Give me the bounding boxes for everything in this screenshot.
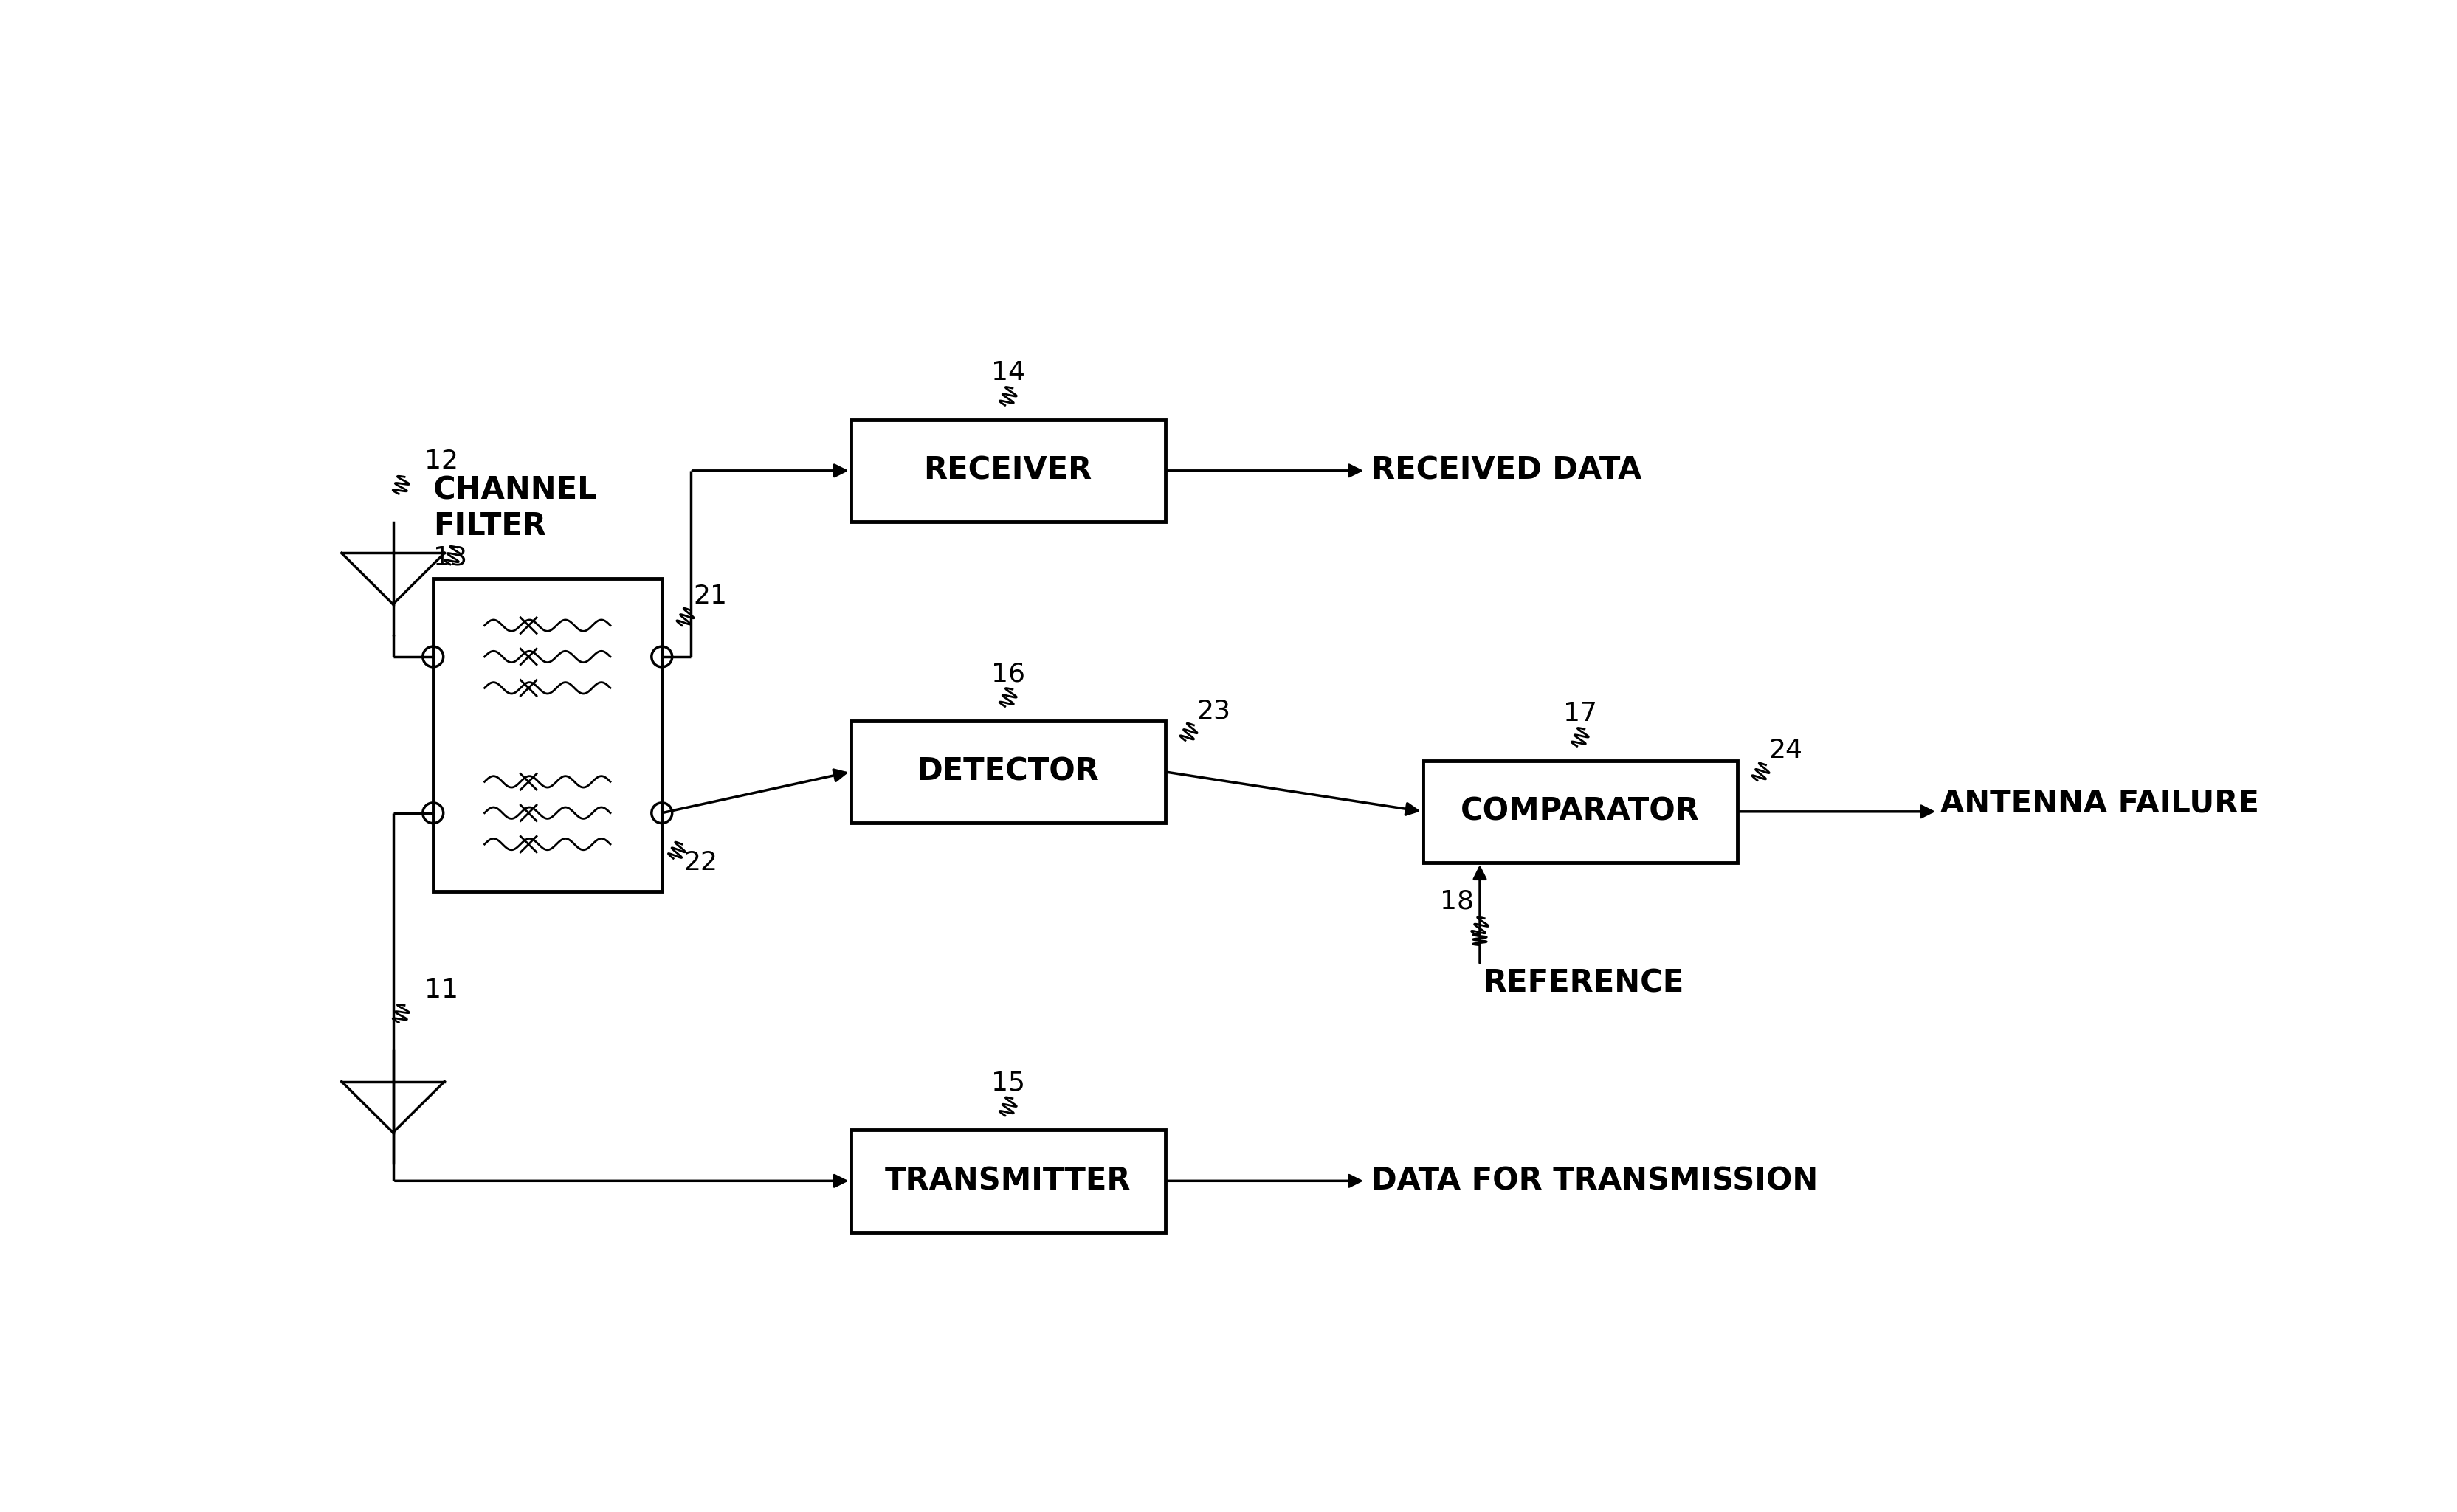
Text: RECEIVER: RECEIVER [924, 455, 1091, 487]
Bar [850, 1129, 1165, 1232]
Bar [432, 579, 661, 891]
Bar [850, 419, 1165, 522]
Bar [1423, 761, 1737, 863]
Text: DATA FOR TRANSMISSION: DATA FOR TRANSMISSION [1371, 1166, 1818, 1196]
Text: 24: 24 [1769, 738, 1801, 764]
Text: 14: 14 [990, 360, 1025, 386]
Text: REFERENCE: REFERENCE [1482, 968, 1683, 999]
Text: 17: 17 [1563, 702, 1597, 726]
Text: 13: 13 [432, 544, 467, 570]
Text: TRANSMITTER: TRANSMITTER [885, 1166, 1130, 1196]
Text: DETECTOR: DETECTOR [916, 756, 1098, 788]
Text: 15: 15 [990, 1070, 1025, 1096]
Text: 16: 16 [990, 661, 1025, 686]
Text: RECEIVED DATA: RECEIVED DATA [1371, 455, 1641, 487]
Text: 21: 21 [693, 584, 727, 608]
Text: 23: 23 [1197, 699, 1231, 724]
Bar [850, 721, 1165, 823]
Text: ANTENNA FAILURE: ANTENNA FAILURE [1939, 788, 2258, 818]
Text: 11: 11 [425, 977, 459, 1002]
Text: 22: 22 [683, 850, 717, 875]
Text: 12: 12 [425, 449, 459, 475]
Text: COMPARATOR: COMPARATOR [1459, 797, 1698, 827]
Text: 18: 18 [1440, 889, 1474, 913]
Text: CHANNEL
FILTER: CHANNEL FILTER [432, 475, 597, 541]
